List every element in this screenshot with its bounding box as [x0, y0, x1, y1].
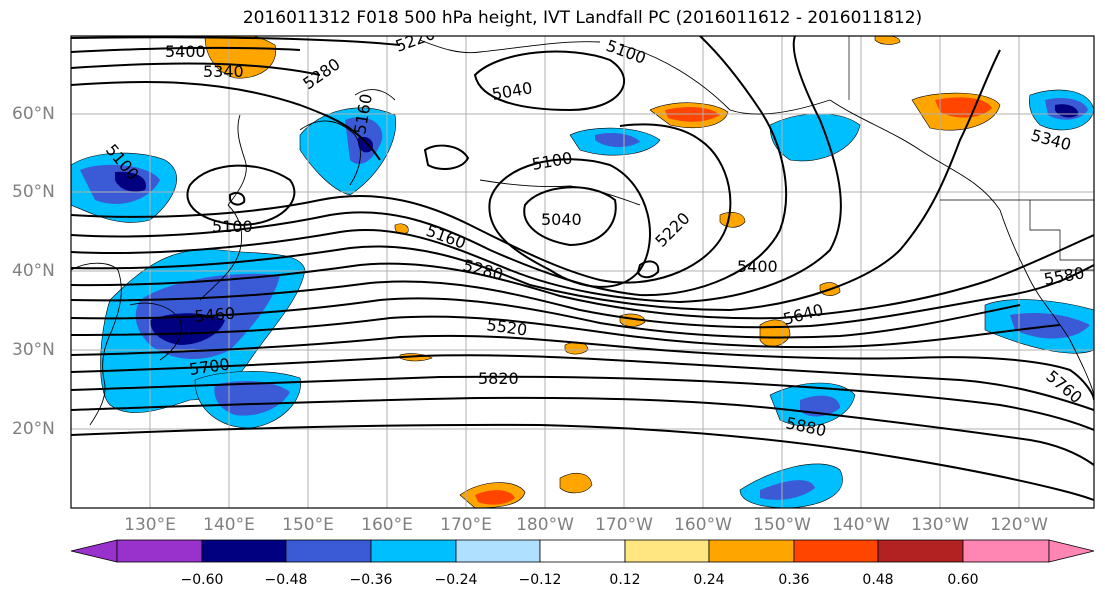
colorbar-segment — [708, 539, 795, 563]
contour-label: 5340 — [203, 62, 244, 81]
lon-label: 140°W — [832, 515, 890, 535]
colorbar-segment — [285, 539, 372, 563]
lon-label: 150°E — [282, 515, 334, 535]
lon-label: 130°W — [911, 515, 969, 535]
colorbar-segment — [455, 539, 541, 563]
lon-label: 180°W — [516, 515, 574, 535]
colorbar-tick-label: 0.48 — [862, 572, 894, 588]
contour-label: 5100 — [212, 217, 253, 236]
colorbar-segment — [370, 539, 457, 563]
lat-label: 60°N — [12, 104, 55, 124]
colorbar-tick-label: 0.36 — [778, 572, 810, 588]
lon-label: 150°W — [753, 515, 811, 535]
lon-label: 140°E — [203, 515, 255, 535]
colorbar-segment — [539, 539, 626, 563]
map-border — [70, 35, 1095, 509]
colorbar-segment — [793, 539, 879, 563]
lon-label: 160°W — [674, 515, 732, 535]
colorbar-tick-label: −0.60 — [180, 572, 224, 588]
contour-label: 5820 — [478, 369, 519, 388]
contour-label: 5400 — [165, 42, 206, 61]
colorbar-segment — [877, 539, 964, 563]
colorbar-segment — [962, 539, 1050, 563]
map-title: 2016011312 F018 500 hPa height, IVT Land… — [242, 8, 923, 28]
lat-label: 20°N — [12, 419, 55, 439]
colorbar-tick-label: 0.12 — [609, 572, 641, 588]
contour-label: 5040 — [541, 210, 582, 229]
contour-label: 5460 — [194, 304, 236, 326]
colorbar-tick-label: 0.60 — [947, 572, 979, 588]
colorbar-tick-label: 0.24 — [693, 572, 725, 588]
colorbar-over-arrow — [1048, 539, 1095, 563]
lon-label: 170°E — [440, 515, 492, 535]
contour-labels: 5400 5340 5280 5220 5100 5040 5100 5040 … — [102, 36, 1086, 440]
lon-label: 120°W — [990, 515, 1048, 535]
colorbar-segment — [116, 539, 203, 563]
lon-label: 170°W — [595, 515, 653, 535]
lat-label: 40°N — [12, 261, 55, 281]
lon-label: 130°E — [124, 515, 176, 535]
colorbar-tick-label: −0.12 — [518, 572, 562, 588]
height-contours — [71, 36, 1094, 501]
lon-label: 160°E — [361, 515, 413, 535]
colorbar-tick-label: −0.24 — [434, 572, 478, 588]
lat-label: 50°N — [12, 182, 55, 202]
lat-label: 30°N — [12, 340, 55, 360]
colorbar-under-arrow — [70, 539, 118, 563]
contour-label: 5400 — [737, 257, 778, 276]
colorbar — [70, 539, 1095, 563]
colorbar-segment — [201, 539, 287, 563]
coastlines — [71, 39, 1094, 426]
colorbar-tick-label: −0.48 — [264, 572, 308, 588]
colorbar-tick-label: −0.36 — [349, 572, 393, 588]
colorbar-segment — [624, 539, 710, 563]
